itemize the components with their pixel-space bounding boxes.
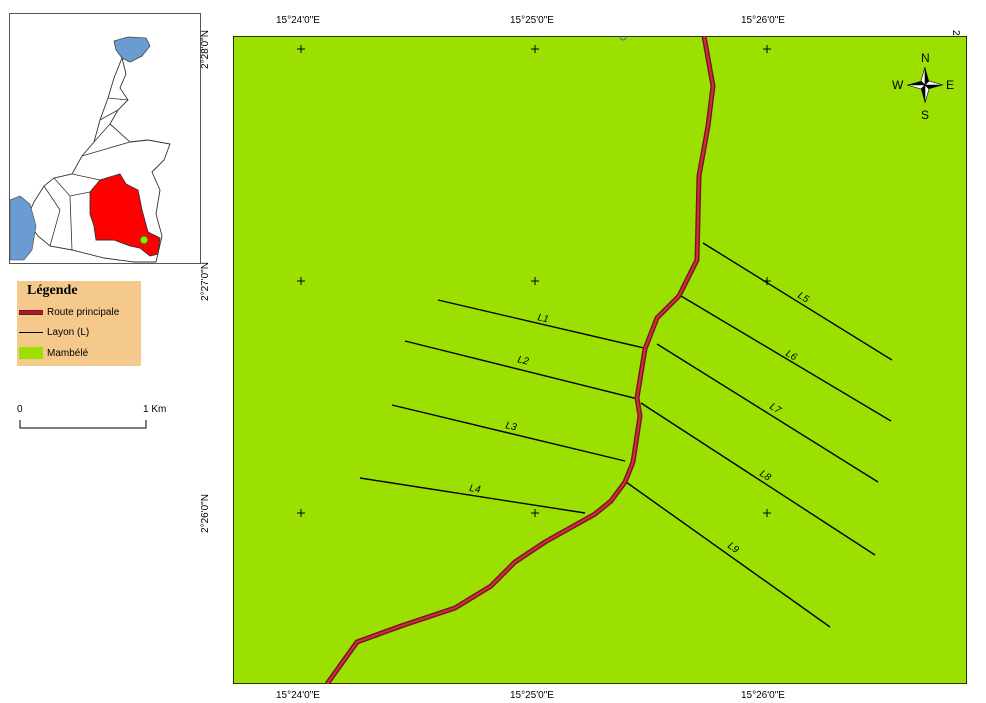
- lon-label-top: 15°25'0"E: [510, 15, 554, 26]
- layon-l7: [656, 343, 879, 483]
- layon-l9: [625, 481, 831, 628]
- compass-w: W: [892, 78, 904, 92]
- road-symbol: [19, 310, 43, 315]
- cameroon-outline: [9, 36, 171, 263]
- scale-bar: 0 1 Km: [17, 404, 169, 434]
- main-map: L1 L2 L3 L4 L5 L6 L7 L8 L9 N S E W: [232, 33, 968, 686]
- layon-l2: [404, 340, 639, 400]
- mambele-area: [232, 35, 968, 685]
- graticule-crosses: [297, 45, 771, 517]
- layon-l8: [640, 402, 876, 556]
- compass-e: E: [946, 78, 954, 92]
- lon-label-bottom: 15°26'0"E: [741, 690, 785, 701]
- label-l4: L4: [469, 483, 482, 496]
- layon-l3: [391, 404, 626, 462]
- label-l2: L2: [516, 354, 530, 367]
- compass-n: N: [921, 51, 930, 65]
- scale-left-label: 0: [17, 404, 23, 415]
- layon-l6: [680, 295, 892, 422]
- legend-label: Mambélé: [47, 347, 89, 359]
- legend: Légende Route principale Layon (L) Mambé…: [17, 281, 141, 366]
- layons: [359, 242, 893, 628]
- lon-label-bottom: 15°25'0"E: [510, 690, 554, 701]
- line-symbol: [19, 332, 43, 333]
- layon-l4: [359, 477, 586, 514]
- label-l1: L1: [536, 312, 549, 325]
- lat-label-left: 2°27'0"N: [199, 262, 211, 301]
- label-l6: L6: [783, 348, 799, 363]
- main-road: [324, 35, 716, 686]
- lat-label-left: 2°26'0"N: [199, 494, 211, 533]
- highlight-region: [89, 173, 161, 257]
- legend-label: Route principale: [47, 307, 120, 318]
- layon-l1: [437, 299, 645, 349]
- location-inset-map: [9, 13, 201, 264]
- legend-item-road: Route principale: [19, 307, 119, 318]
- legend-title: Légende: [27, 283, 78, 298]
- area-symbol: [19, 347, 43, 359]
- label-l3: L3: [504, 420, 518, 433]
- layon-l5: [702, 242, 893, 361]
- site-marker: [139, 235, 149, 245]
- compass-s: S: [921, 108, 929, 122]
- map-canvas: L1 L2 L3 L4 L5 L6 L7 L8 L9 N S E W: [232, 33, 968, 686]
- lat-label-left: 2°28'0"N: [199, 30, 211, 69]
- legend-label: Layon (L): [47, 327, 90, 338]
- lon-label-bottom: 15°24'0"E: [276, 690, 320, 701]
- legend-item-line: Layon (L): [19, 327, 89, 338]
- lon-label-top: 15°26'0"E: [741, 15, 785, 26]
- lon-label-top: 15°24'0"E: [276, 15, 320, 26]
- compass-rose-icon: N S E W: [892, 51, 954, 122]
- scale-right-label: 1 Km: [143, 404, 167, 415]
- legend-item-area: Mambélé: [19, 347, 88, 359]
